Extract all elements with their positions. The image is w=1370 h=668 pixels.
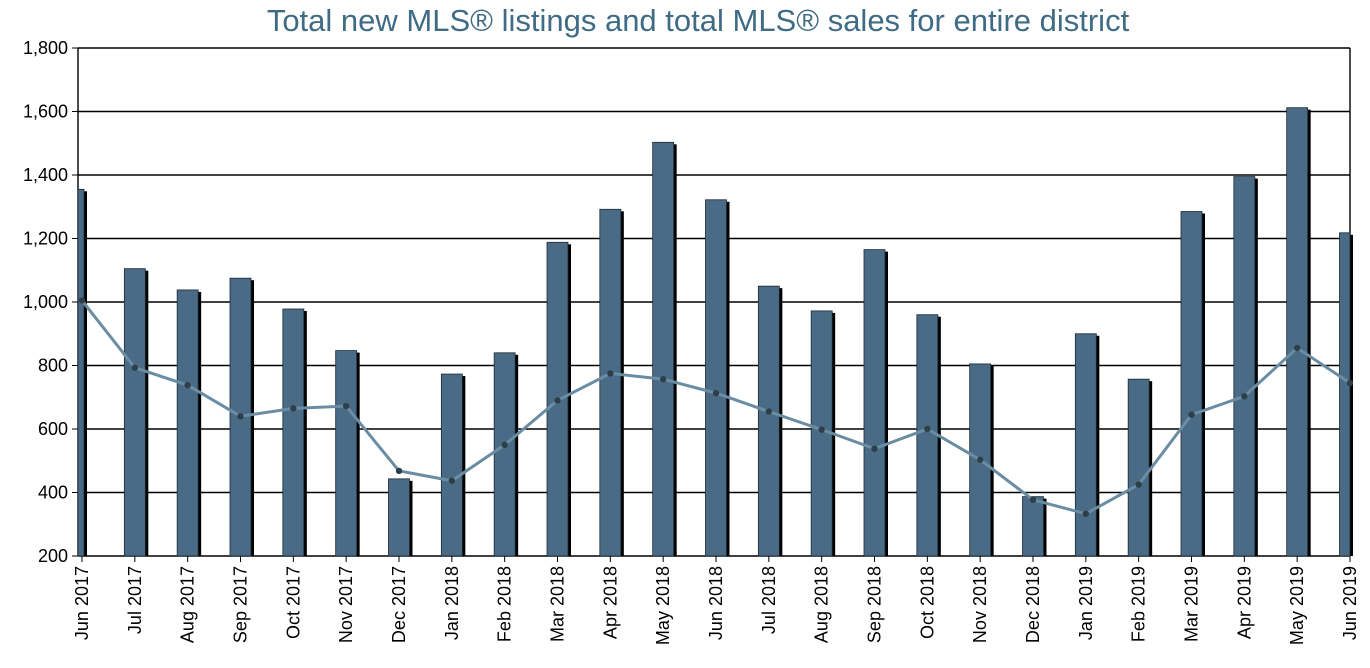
line-point	[659, 375, 667, 383]
y-tick-label: 800	[38, 356, 68, 376]
bar	[705, 199, 727, 557]
line-point	[924, 425, 931, 433]
x-tick-label: Jun 2018	[706, 566, 726, 640]
line-point	[1135, 481, 1142, 488]
x-tick-label: Mar 2018	[548, 566, 568, 642]
x-tick-label: Aug 2018	[812, 566, 832, 643]
x-tick-label: Oct 2017	[283, 566, 303, 639]
line-point	[765, 408, 773, 415]
bar	[757, 285, 780, 557]
y-tick-label: 400	[38, 483, 68, 503]
bar	[335, 350, 358, 557]
x-tick-label: Jul 2017	[125, 566, 145, 634]
x-tick-label: Nov 2018	[970, 566, 990, 643]
bar	[388, 478, 410, 557]
chart-title: Total new MLS® listings and total MLS® s…	[266, 3, 1130, 38]
bar	[77, 188, 85, 557]
line-point	[1346, 379, 1354, 387]
bar	[1127, 378, 1150, 557]
line-point	[131, 364, 139, 371]
line-point	[501, 441, 508, 449]
line-point	[184, 381, 191, 389]
bar	[282, 308, 305, 557]
line-point	[1188, 411, 1195, 418]
x-tick-label: Jun 2017	[72, 566, 92, 640]
x-tick-label: Sep 2018	[865, 566, 885, 643]
y-tick-label: 1,600	[23, 102, 68, 122]
bar	[599, 208, 622, 557]
x-tick-label: Dec 2017	[389, 566, 409, 643]
line-point	[1029, 496, 1037, 504]
line-point	[1241, 393, 1248, 400]
bar	[1022, 496, 1044, 557]
x-tick-label: May 2018	[653, 566, 673, 645]
y-tick-label: 600	[38, 419, 68, 439]
line-point	[78, 297, 86, 304]
x-tick-label: Nov 2017	[336, 566, 356, 643]
bar	[1233, 176, 1256, 557]
line-point	[237, 413, 244, 420]
bar	[1339, 232, 1351, 557]
y-tick-label: 1,400	[23, 165, 68, 185]
line-point	[1082, 510, 1090, 517]
line-point	[871, 445, 878, 452]
line-point	[342, 402, 350, 410]
line-point	[554, 397, 561, 404]
x-tick-label: Mar 2019	[1182, 566, 1202, 642]
bar	[652, 141, 675, 557]
x-tick-label: Apr 2019	[1234, 566, 1254, 639]
x-tick-label: Aug 2017	[178, 566, 198, 643]
bar	[123, 268, 146, 557]
x-tick-label: May 2019	[1287, 566, 1307, 645]
bar	[440, 373, 463, 557]
y-tick-label: 1,000	[23, 292, 68, 312]
bar	[1180, 211, 1203, 557]
line-point	[976, 456, 984, 463]
x-tick-label: Sep 2017	[231, 566, 251, 643]
x-tick-label: Apr 2018	[600, 566, 620, 639]
line-point	[395, 467, 403, 475]
line-point	[607, 370, 614, 377]
y-tick-label: 1,800	[23, 38, 68, 58]
x-tick-label: Dec 2018	[1023, 566, 1043, 643]
x-tick-label: Feb 2019	[1129, 566, 1149, 642]
line-point	[448, 477, 456, 484]
x-tick-label: Oct 2018	[917, 566, 937, 639]
x-tick-label: Feb 2018	[495, 566, 515, 642]
bar	[1074, 333, 1097, 557]
bar	[916, 314, 939, 557]
bar	[1286, 107, 1309, 557]
x-tick-label: Jan 2018	[442, 566, 462, 640]
bar	[493, 352, 516, 557]
bar	[176, 289, 199, 557]
y-tick-label: 200	[38, 546, 68, 566]
x-tick-label: Jun 2019	[1340, 566, 1360, 640]
y-tick-label: 1,200	[23, 229, 68, 249]
x-tick-label: Jan 2019	[1076, 566, 1096, 640]
line-point	[290, 405, 297, 412]
line-point	[818, 426, 825, 433]
line-point	[1293, 344, 1301, 352]
line-point	[712, 389, 720, 397]
x-tick-label: Jul 2018	[759, 566, 779, 634]
bar	[863, 249, 886, 557]
